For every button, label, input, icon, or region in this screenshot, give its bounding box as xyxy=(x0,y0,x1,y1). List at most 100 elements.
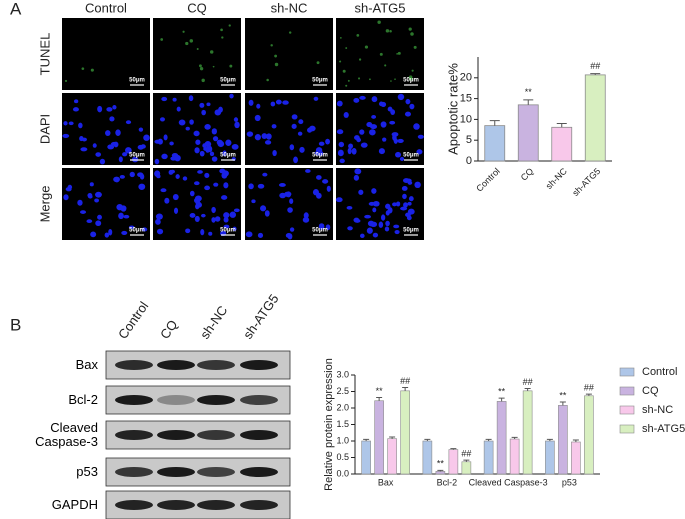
nucleus xyxy=(384,226,390,232)
nucleus xyxy=(188,95,194,102)
micrograph: 50μm xyxy=(153,168,241,240)
nucleus xyxy=(397,93,405,101)
nucleus xyxy=(174,154,181,162)
nucleus xyxy=(313,96,319,101)
nucleus xyxy=(229,211,237,218)
nucleus xyxy=(159,117,166,122)
nucleus xyxy=(325,138,330,145)
blot-band xyxy=(197,430,235,440)
nucleus xyxy=(195,139,201,145)
bar xyxy=(361,440,371,475)
nucleus xyxy=(99,158,106,165)
error-bar xyxy=(489,120,500,126)
lane-label: sh-NC xyxy=(197,303,230,342)
legend-swatch xyxy=(619,386,635,396)
micrograph: 50μm xyxy=(245,18,333,90)
green-dot xyxy=(408,75,413,79)
nucleus xyxy=(270,101,276,107)
green-dot xyxy=(90,68,94,72)
nucleus xyxy=(297,131,303,136)
nucleus xyxy=(409,103,415,110)
nucleus xyxy=(108,228,113,236)
nucleus xyxy=(385,220,390,227)
nucleus xyxy=(203,147,208,151)
nucleus xyxy=(275,99,282,105)
green-dot xyxy=(229,64,233,68)
nucleus xyxy=(335,197,343,203)
nucleus xyxy=(160,188,167,193)
nucleus xyxy=(372,200,380,207)
nucleus xyxy=(204,172,210,178)
nucleus xyxy=(118,212,124,220)
green-dot xyxy=(377,20,381,24)
nucleus xyxy=(189,119,194,125)
nucleus xyxy=(189,213,196,218)
nucleus xyxy=(248,99,254,106)
nucleus xyxy=(278,182,286,187)
nucleus xyxy=(110,141,118,146)
error-bar xyxy=(450,448,457,450)
y-tick-label: 0.0 xyxy=(336,468,349,478)
nucleus xyxy=(338,141,345,148)
column-label: sh-NC xyxy=(271,0,308,15)
nucleus xyxy=(115,129,121,136)
green-dot xyxy=(81,67,85,71)
nucleus xyxy=(223,216,229,223)
nucleus xyxy=(378,221,384,228)
y-tick-label: 5 xyxy=(466,134,472,146)
green-dot xyxy=(342,69,346,73)
nucleus xyxy=(343,112,349,118)
bar xyxy=(509,438,520,475)
nucleus xyxy=(121,230,128,235)
nucleus xyxy=(232,226,237,232)
nucleus xyxy=(367,220,375,227)
nucleus xyxy=(164,197,170,204)
legend-swatch xyxy=(619,405,635,415)
nucleus xyxy=(209,151,215,157)
green-dot xyxy=(389,29,392,33)
y-tick-label: 0 xyxy=(466,155,472,167)
nucleus xyxy=(223,224,230,229)
micrograph-bg xyxy=(245,168,333,240)
micrograph-bg xyxy=(153,18,241,90)
nucleus xyxy=(168,169,174,175)
significance: ** xyxy=(559,390,567,400)
nucleus xyxy=(189,190,195,197)
nucleus xyxy=(212,136,219,142)
nucleus xyxy=(221,195,228,200)
nucleus xyxy=(107,144,115,150)
nucleus xyxy=(389,120,396,125)
nucleus xyxy=(353,174,360,181)
significance: ** xyxy=(498,386,506,396)
green-dot xyxy=(196,47,199,50)
scale-bar-label: 50μm xyxy=(220,78,236,84)
green-dot xyxy=(384,64,387,67)
green-dot xyxy=(390,80,392,82)
micrograph: 50μm xyxy=(336,93,424,165)
nucleus xyxy=(378,101,384,107)
green-dot xyxy=(182,30,185,33)
bar xyxy=(422,440,433,475)
nucleus xyxy=(94,191,102,198)
bar xyxy=(551,126,573,162)
nucleus xyxy=(316,175,322,180)
nucleus xyxy=(194,181,200,186)
nucleus xyxy=(359,95,366,100)
nucleus xyxy=(407,201,412,206)
nucleus xyxy=(222,150,227,157)
nucleus xyxy=(223,212,230,219)
legend-swatch xyxy=(619,424,635,434)
x-tick-label: p53 xyxy=(562,477,577,487)
nucleus xyxy=(223,182,229,189)
bar xyxy=(400,390,410,475)
nucleus xyxy=(394,229,400,235)
nucleus xyxy=(89,182,94,187)
protein-label-box: Bax xyxy=(76,358,98,372)
legend-label: sh-ATG5 xyxy=(642,423,685,435)
nucleus xyxy=(125,147,132,154)
nucleus xyxy=(175,174,180,180)
nucleus xyxy=(78,122,83,129)
y-tick-label: 2.5 xyxy=(336,386,349,396)
nucleus xyxy=(231,143,239,150)
nucleus xyxy=(351,148,357,155)
